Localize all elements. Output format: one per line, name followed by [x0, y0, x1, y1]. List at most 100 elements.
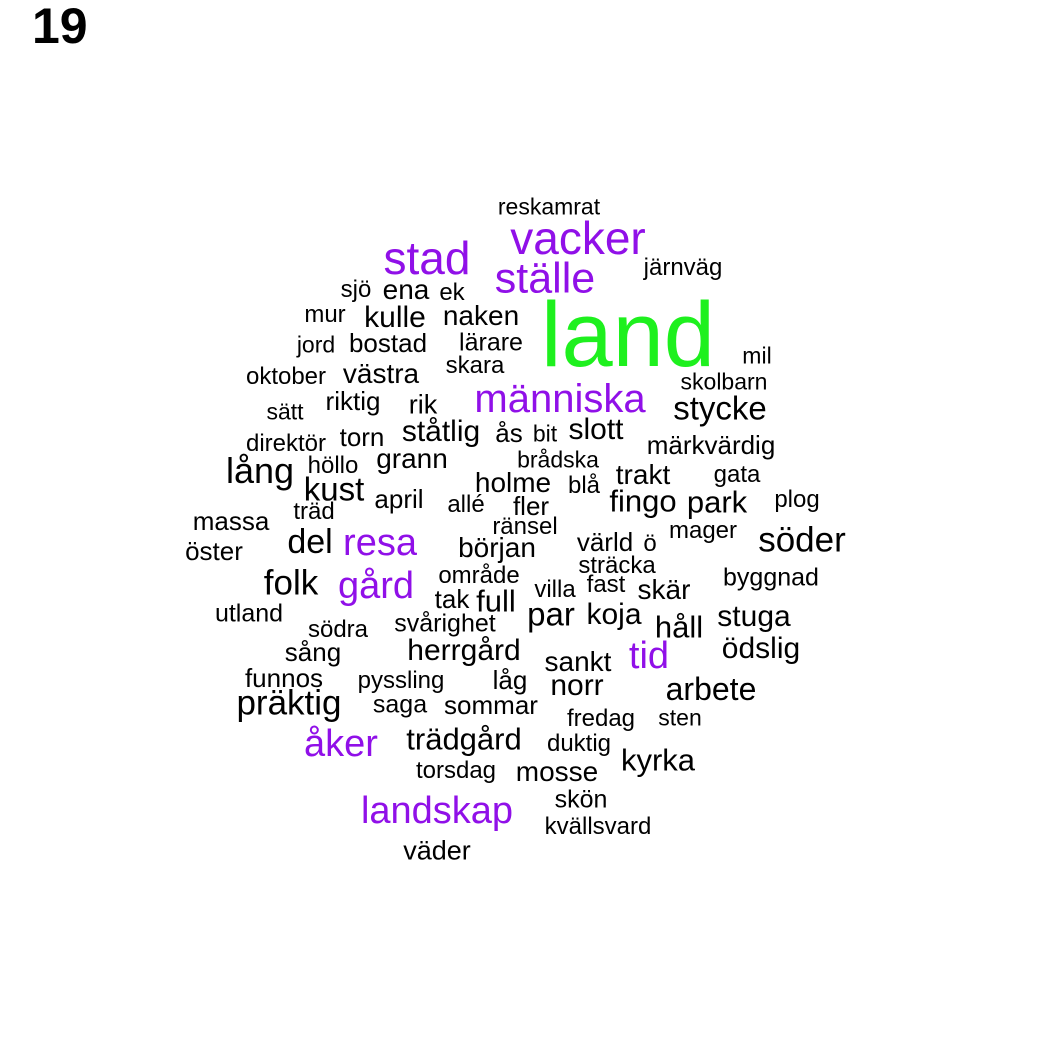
word-folk: folk — [263, 563, 319, 603]
word-gata: gata — [713, 461, 761, 488]
word-hollo: höllo — [307, 452, 359, 479]
word-april: april — [374, 484, 424, 514]
word-pyssling: pyssling — [357, 667, 445, 694]
word-satt: sätt — [266, 398, 304, 425]
word-herrgard: herrgård — [407, 634, 521, 667]
word-fler: fler — [512, 491, 550, 521]
word-odslig: ödslig — [721, 632, 801, 665]
word-park: park — [686, 484, 748, 520]
word-skara: skara — [445, 352, 505, 379]
word-kyrka: kyrka — [620, 742, 696, 778]
word-norr: norr — [550, 669, 604, 702]
word-jarnvag: järnväg — [643, 254, 723, 281]
word-kvallsvard: kvällsvard — [544, 813, 652, 840]
word-sommar: sommar — [444, 690, 538, 720]
word-plog: plog — [774, 486, 820, 513]
word-del: del — [287, 523, 333, 561]
word-oktober: oktober — [245, 363, 327, 390]
word-as: ås — [495, 418, 523, 448]
word-larare: lärare — [459, 328, 523, 357]
word-byggnad: byggnad — [723, 563, 819, 592]
word-manniska: människa — [474, 377, 646, 421]
word-stycke: stycke — [673, 389, 767, 427]
word-sjo: sjö — [340, 276, 372, 303]
word-lag: låg — [492, 665, 528, 695]
word-naken: naken — [442, 300, 520, 331]
word-markvardig: märkvärdig — [646, 430, 776, 460]
word-kust: kust — [303, 470, 365, 508]
word-aker: åker — [304, 723, 378, 765]
word-massa: massa — [192, 506, 270, 536]
word-ransel: ränsel — [492, 513, 558, 540]
word-fast: fast — [586, 571, 626, 598]
word-saga: saga — [372, 690, 428, 719]
word-landskap: landskap — [360, 790, 514, 832]
word-praktig: präktig — [236, 683, 342, 723]
word-lang: lång — [225, 450, 295, 491]
word-o: ö — [643, 530, 657, 557]
word-sten: sten — [658, 704, 702, 731]
word-vader: väder — [403, 835, 471, 866]
word-resa: resa — [343, 522, 417, 564]
word-tak: tak — [434, 584, 470, 614]
word-skon: skön — [554, 785, 608, 814]
word-koja: koja — [586, 598, 642, 631]
word-borjan: början — [458, 532, 536, 563]
word-alle: allé — [447, 491, 485, 518]
word-ena: ena — [382, 274, 430, 305]
word-full: full — [476, 583, 516, 619]
word-mosse: mosse — [515, 756, 599, 787]
word-vastra: västra — [342, 358, 420, 389]
word-utland: utland — [214, 599, 284, 628]
word-direktor: direktör — [245, 430, 327, 457]
word-land: land — [541, 284, 715, 386]
word-trad: träd — [293, 498, 335, 525]
word-statlig: ståtlig — [401, 415, 481, 448]
word-sodra: södra — [307, 616, 369, 643]
word-torn: torn — [339, 422, 385, 452]
word-gard: gård — [337, 565, 415, 607]
word-tid: tid — [628, 635, 670, 677]
word-holme: holme — [474, 467, 552, 498]
word-grann: grann — [376, 443, 448, 474]
word-stracka: sträcka — [578, 552, 656, 579]
word-stad: stad — [383, 232, 471, 284]
word-tradgard: trädgård — [406, 721, 522, 757]
word-torsdag: torsdag — [415, 757, 497, 784]
word-stuga: stuga — [717, 600, 791, 633]
word-fredag: fredag — [566, 705, 636, 732]
word-skolbarn: skolbarn — [680, 368, 768, 395]
word-bit: bit — [532, 420, 558, 447]
word-bradska: brådska — [517, 446, 599, 473]
word-stalle: ställe — [494, 254, 596, 303]
word-oster: öster — [185, 536, 243, 566]
word-bla: blå — [567, 472, 601, 499]
word-arbete: arbete — [665, 671, 757, 707]
word-bostad: bostad — [348, 328, 428, 358]
word-hall: håll — [654, 609, 704, 645]
word-duktig: duktig — [546, 730, 612, 757]
page-number: 19 — [32, 0, 88, 54]
word-fingo: fingo — [609, 483, 677, 519]
word-kulle: kulle — [364, 301, 426, 334]
word-varld: värld — [576, 527, 634, 557]
word-jord: jord — [296, 331, 336, 358]
word-sankt: sankt — [544, 646, 612, 677]
word-skar: skär — [637, 574, 691, 605]
word-reskamrat: reskamrat — [497, 193, 601, 220]
word-vacker: vacker — [510, 212, 646, 264]
word-mil: mil — [742, 342, 772, 369]
word-mur: mur — [304, 301, 346, 328]
word-trakt: trakt — [615, 459, 671, 490]
word-funnos: funnos — [244, 663, 324, 693]
word-svarighet: svårighet — [394, 609, 496, 638]
word-riktig: riktig — [325, 386, 381, 416]
word-soder: söder — [758, 520, 846, 560]
word-rik: rik — [408, 389, 438, 420]
word-ek: ek — [439, 279, 465, 306]
word-sang: sång — [284, 637, 342, 667]
word-mager: mager — [668, 517, 738, 544]
word-slott: slott — [568, 413, 624, 446]
word-villa: villa — [534, 576, 576, 603]
